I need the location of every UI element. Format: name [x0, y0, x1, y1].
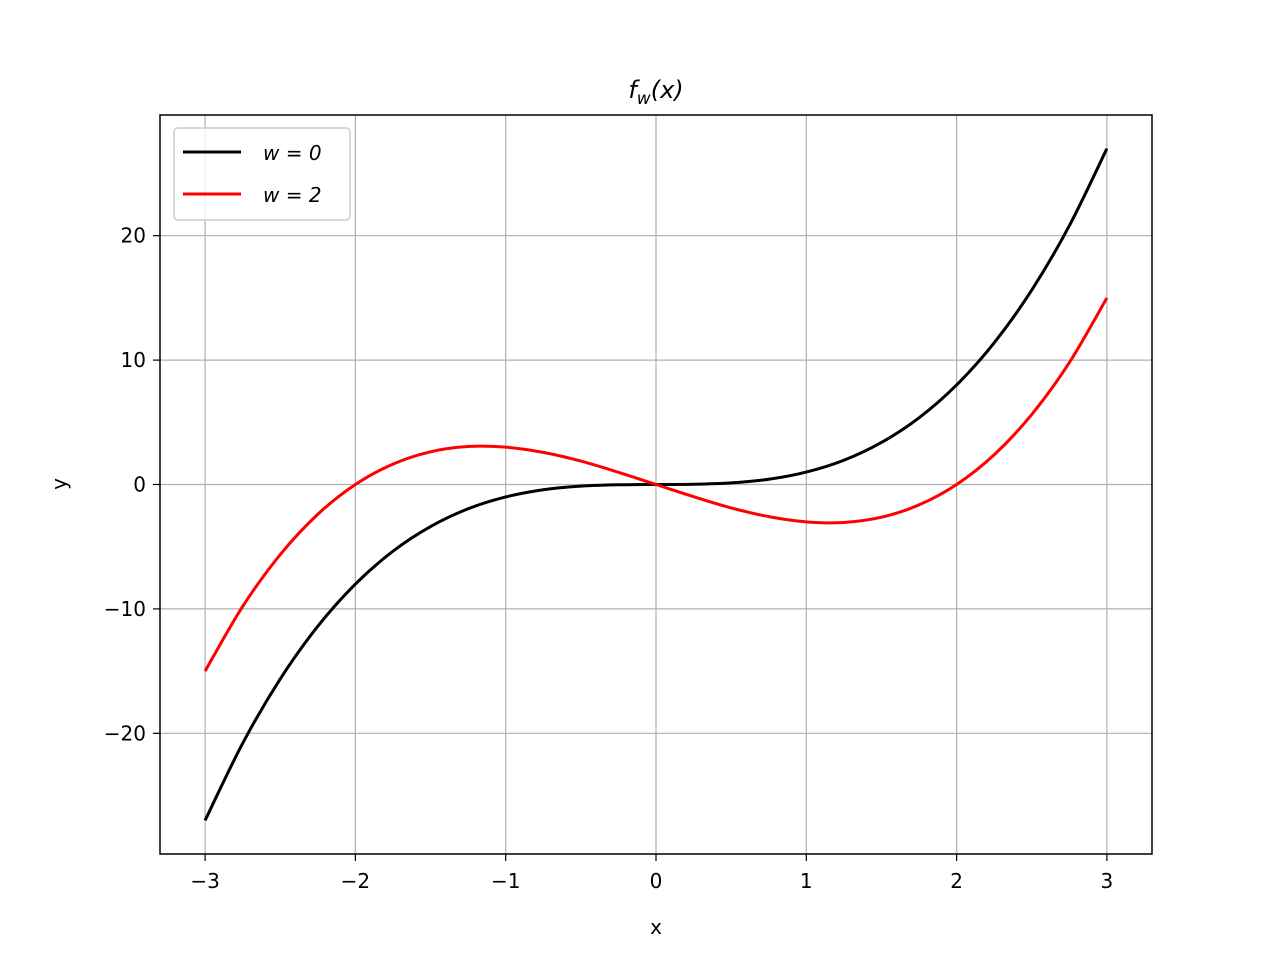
series-layer [203, 147, 1109, 822]
x-tick-label: −2 [341, 869, 370, 893]
y-axis-label: y [47, 478, 71, 490]
x-tick-label: 2 [950, 869, 963, 893]
y-tick-labels: −20 −10 0 10 20 [104, 224, 146, 746]
y-tick-label: −10 [104, 597, 146, 621]
x-tick-label: −1 [491, 869, 520, 893]
x-tick-label: 3 [1101, 869, 1114, 893]
legend-label-w2: w = 2 [263, 183, 322, 207]
tick-marks [153, 235, 1108, 861]
y-tick-label: 20 [121, 224, 146, 248]
title-rest: (x) [651, 76, 684, 104]
x-tick-labels: −3 −2 −1 0 1 2 3 [190, 869, 1113, 893]
y-tick-label: −20 [104, 721, 146, 745]
legend-box [173, 127, 351, 221]
series-line-w2 [203, 297, 1109, 672]
y-tick-label: 10 [121, 348, 146, 372]
legend: w = 0 w = 2 [173, 127, 351, 221]
title-subscript: w [637, 89, 651, 109]
x-tick-label: −3 [190, 869, 219, 893]
chart-title: fw(x) [628, 76, 683, 109]
x-tick-label: 0 [650, 869, 663, 893]
legend-label-w0: w = 0 [263, 141, 322, 165]
y-tick-label: 0 [133, 473, 146, 497]
x-tick-label: 1 [800, 869, 813, 893]
x-axis-label: x [650, 915, 662, 939]
